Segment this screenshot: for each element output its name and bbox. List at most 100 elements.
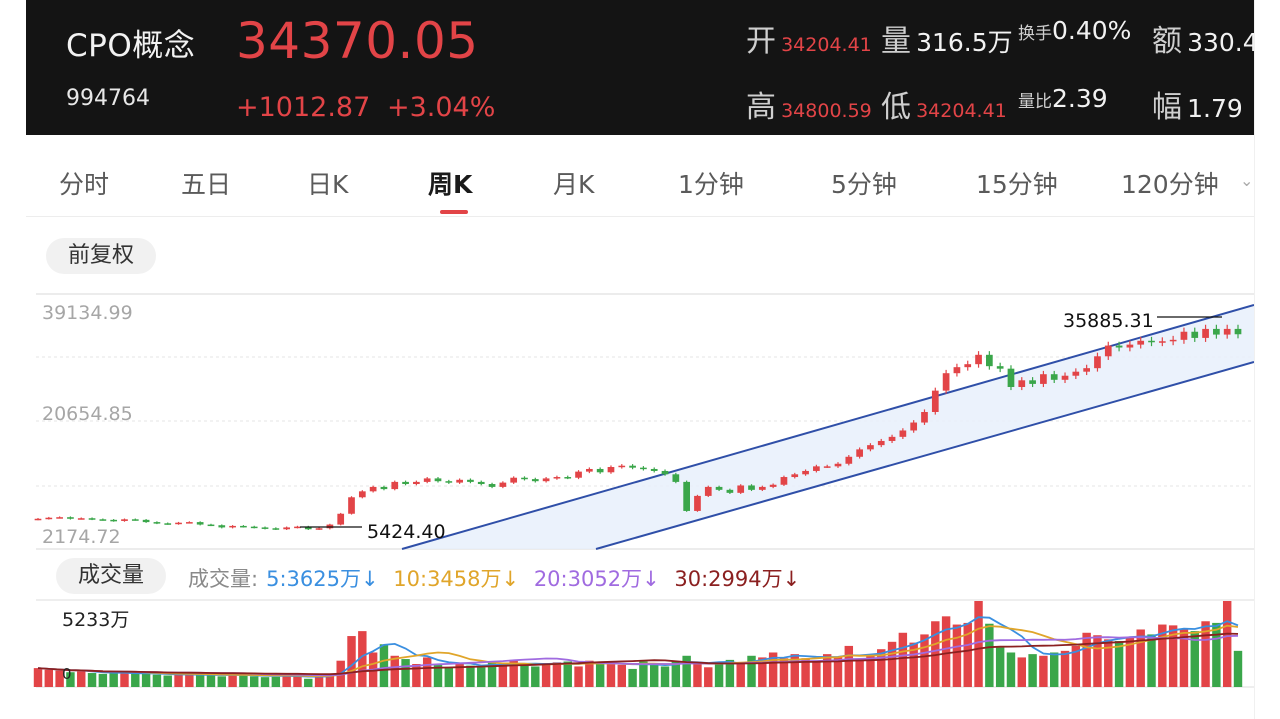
volume-bar [531, 666, 540, 687]
stat-turnover: 换手0.40% [1018, 16, 1131, 45]
candle-body [899, 430, 907, 437]
volume-bar [1071, 645, 1081, 687]
chevron-down-icon[interactable]: ⌄ [1240, 171, 1254, 190]
stat-amount: 额 330.4 [1152, 16, 1254, 60]
volume-bar [131, 673, 140, 687]
ma20-value: 20:3052万 [533, 567, 643, 591]
tab-five-day[interactable]: 五日 [181, 170, 232, 199]
volume-bar [206, 675, 216, 687]
volume-bar [466, 665, 475, 687]
candle-body [986, 354, 993, 367]
candle-body [975, 354, 982, 365]
volume-bar [877, 649, 886, 687]
volume-bar [152, 674, 162, 687]
candle-body [413, 481, 420, 485]
stat-amplitude: 幅 1.79 [1152, 82, 1243, 126]
tab-5-minute[interactable]: 5分钟 [831, 170, 897, 199]
candle-body [229, 525, 236, 528]
volume-bar [120, 672, 129, 687]
candle-body [1148, 340, 1155, 343]
open-label: 开 [746, 24, 776, 59]
candle-body [629, 465, 636, 468]
candle-body [791, 474, 799, 478]
candle-body [218, 525, 226, 528]
volume-bar [801, 658, 810, 687]
candle-body [596, 468, 604, 473]
ma30-down-arrow-icon: ↓ [782, 567, 801, 591]
ma30-value: 30:2994万 [674, 567, 783, 591]
volume-bar [1147, 634, 1156, 687]
adjust-mode-button[interactable]: 前复权 [46, 238, 157, 274]
volume-bar [520, 665, 529, 687]
candle-body [88, 518, 96, 520]
volume-bar [401, 659, 410, 687]
tab-weekly-k[interactable]: 周K [428, 170, 473, 199]
scrollbar[interactable] [1254, 0, 1280, 719]
volume-bar [725, 659, 735, 687]
candle-body [1040, 374, 1047, 384]
candle-body [586, 468, 593, 472]
volume-bar [563, 661, 572, 687]
low-value: 34204.41 [916, 100, 1007, 122]
tab-1-minute[interactable]: 1分钟 [678, 170, 744, 199]
candle-body [661, 470, 669, 475]
amount-label: 额 [1152, 24, 1182, 59]
trend-channel-upper-line [401, 304, 1254, 550]
volume-bar [1017, 657, 1026, 687]
volume-bar [552, 662, 562, 687]
volume-bar [217, 676, 226, 687]
candle-body [445, 481, 453, 483]
tab-120-minute[interactable]: 120分钟 [1121, 170, 1219, 199]
candle-body [877, 440, 885, 446]
stat-high: 高 34800.59 [746, 82, 872, 126]
volume-bar [941, 616, 951, 687]
volume-bar [163, 675, 172, 687]
candle-body [294, 526, 301, 529]
tab-intraday[interactable]: 分时 [59, 170, 110, 199]
volume-bar [55, 670, 64, 687]
candle-body [1202, 328, 1209, 338]
candle-body [391, 481, 399, 490]
volume-bar [98, 673, 108, 687]
volume-bar [379, 644, 389, 687]
candle-body [1191, 331, 1199, 338]
amplitude-value: 1.79 [1187, 94, 1243, 123]
volume-indicator-button[interactable]: 成交量 [56, 558, 167, 594]
candle-body [337, 513, 345, 525]
candle-body [207, 524, 215, 527]
volume-bar [1201, 621, 1210, 687]
candle-body [1083, 368, 1090, 372]
candle-body [358, 491, 366, 498]
tab-monthly-k[interactable]: 月K [553, 170, 595, 199]
volume-bar [271, 676, 281, 687]
tab-daily-k[interactable]: 日K [307, 170, 349, 199]
candle-body [921, 412, 928, 423]
candle-body [737, 485, 745, 493]
candle-body [348, 497, 355, 514]
volume-bar [1179, 629, 1189, 687]
volume-bar [422, 657, 432, 687]
volume-bar [1039, 655, 1048, 687]
turnover-label: 换手 [1018, 24, 1052, 44]
candle-body [888, 436, 896, 441]
vol-ratio-value: 2.39 [1052, 84, 1108, 113]
volume-bar [347, 636, 356, 687]
volume-bar [574, 666, 583, 687]
low-label: 低 [881, 90, 911, 125]
candle-body [434, 478, 442, 482]
candle-body [856, 449, 863, 457]
candle-body [131, 519, 139, 521]
candle-body [477, 481, 485, 485]
volume-bar [141, 673, 151, 687]
candle-body [964, 364, 972, 368]
candle-body [715, 486, 723, 490]
volume-bar [1060, 650, 1070, 687]
volume-bar [1168, 625, 1178, 687]
volume-bar [1114, 640, 1124, 687]
quote-header: CPO概念 994764 34370.05 +1012.87 +3.04% 开 … [26, 0, 1254, 135]
tab-15-minute[interactable]: 15分钟 [976, 170, 1058, 199]
volume-bar [736, 663, 745, 687]
turnover-value: 0.40% [1052, 16, 1132, 45]
volume-bar [282, 674, 291, 687]
candle-body [272, 528, 280, 530]
